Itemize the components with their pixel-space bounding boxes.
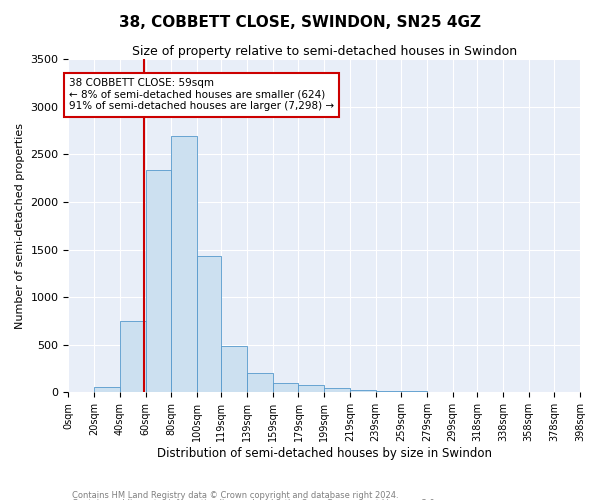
Text: Contains HM Land Registry data © Crown copyright and database right 2024.: Contains HM Land Registry data © Crown c… [72,490,398,500]
Bar [350,390,376,392]
Bar [171,136,197,392]
Text: 38 COBBETT CLOSE: 59sqm
← 8% of semi-detached houses are smaller (624)
91% of se: 38 COBBETT CLOSE: 59sqm ← 8% of semi-det… [69,78,334,112]
Bar [197,256,221,392]
Bar [298,384,324,392]
Bar [221,346,247,393]
Bar [146,170,171,392]
Bar [94,386,120,392]
X-axis label: Distribution of semi-detached houses by size in Swindon: Distribution of semi-detached houses by … [157,447,492,460]
Bar [273,383,298,392]
Bar [247,374,273,392]
Bar [120,321,146,392]
Bar [324,388,350,392]
Title: Size of property relative to semi-detached houses in Swindon: Size of property relative to semi-detach… [131,45,517,58]
Text: 38, COBBETT CLOSE, SWINDON, SN25 4GZ: 38, COBBETT CLOSE, SWINDON, SN25 4GZ [119,15,481,30]
Y-axis label: Number of semi-detached properties: Number of semi-detached properties [15,123,25,329]
Bar [376,391,401,392]
